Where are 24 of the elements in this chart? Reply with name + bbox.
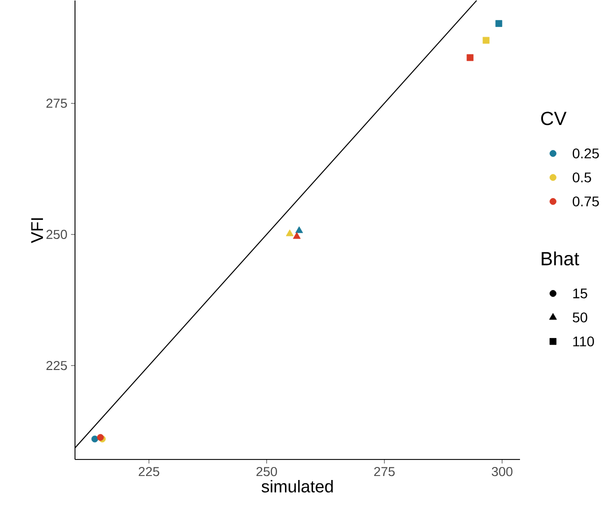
legend-label: 0.75: [572, 196, 599, 206]
text: Bhat: [542, 251, 580, 266]
y-tick-label: 225: [46, 360, 67, 370]
x-tick-label: 225: [138, 466, 160, 476]
legend-label: 50: [572, 312, 588, 322]
x-tick-label: 250: [256, 466, 277, 476]
legend-label: 0.5: [572, 172, 592, 182]
y-tick-label: 275: [46, 98, 67, 108]
x-tick-label: 300: [492, 466, 512, 476]
y-axis-title: VFI: [31, 218, 43, 243]
y-tick-label: 250: [46, 230, 67, 239]
point: [295, 226, 303, 233]
point: [495, 20, 502, 27]
x-tick-label: 275: [374, 466, 395, 476]
point: [292, 232, 301, 239]
legend-label: 0.25: [572, 148, 599, 158]
legend-label: 110: [573, 336, 594, 346]
legend-label: 15: [573, 288, 588, 298]
point: [91, 435, 98, 442]
x-axis-title: simulated: [262, 480, 333, 492]
point: [286, 229, 294, 236]
legend-title: CV: [541, 112, 567, 125]
point: [466, 54, 474, 61]
point: [482, 36, 490, 44]
